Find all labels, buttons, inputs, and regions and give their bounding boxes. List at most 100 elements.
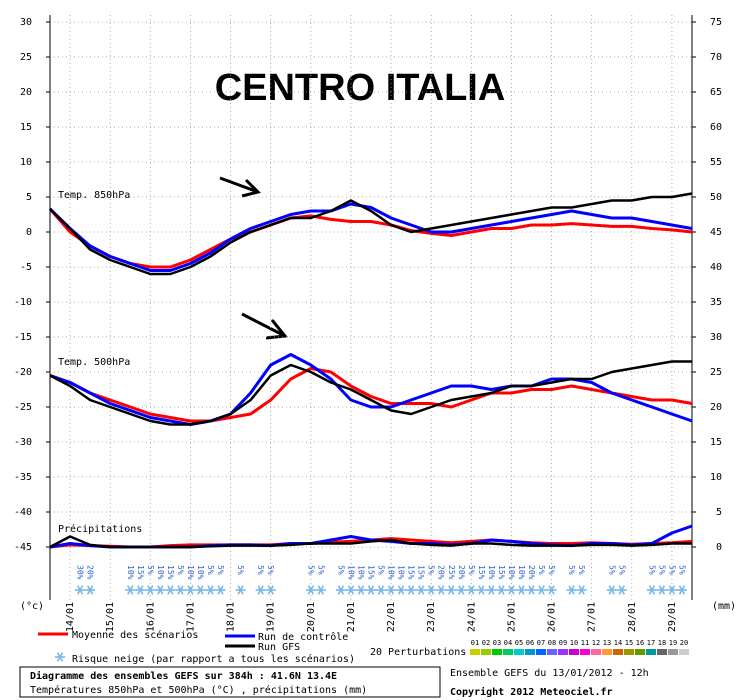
x-tick-label: 17/01 <box>185 602 196 632</box>
x-tick-label: 22/01 <box>386 602 397 632</box>
snowflake <box>125 585 136 595</box>
snowflake-arm <box>207 585 214 595</box>
y2-tick-label: 0 <box>716 542 722 553</box>
snowflake <box>536 585 547 595</box>
perturbation-swatch <box>591 649 601 655</box>
snow-risk-label: 5% <box>206 565 215 575</box>
perturbation-swatch <box>547 649 557 655</box>
snowflake <box>466 585 477 595</box>
y-unit-label: (°c) <box>20 601 44 612</box>
snow-risk-label: 10% <box>126 565 135 580</box>
perturbation-swatch <box>525 649 535 655</box>
y2-tick-label: 15 <box>710 437 722 448</box>
y2-tick-label: 60 <box>710 122 722 133</box>
snowflake <box>516 585 527 595</box>
snowflake-arm <box>518 585 525 595</box>
snow-risk-label: 5% <box>647 565 656 575</box>
snow-risk-label: 5% <box>427 565 436 575</box>
footer-run: Ensemble GEFS du 13/01/2012 - 12h <box>450 668 649 679</box>
snowflake-arm <box>648 585 656 595</box>
snowflake-arm <box>237 585 244 595</box>
snowflake <box>656 585 667 595</box>
group-label: Temp. 500hPa <box>58 357 130 368</box>
series-line <box>49 192 693 276</box>
snow-risk-label: 5% <box>176 565 185 575</box>
snowflake-arm <box>76 585 84 595</box>
snowflake <box>185 585 196 595</box>
snow-risk-label: 5% <box>537 565 546 575</box>
perturbation-label: 10 <box>570 639 578 647</box>
legend-label: Run de contrôle <box>258 631 348 643</box>
perturbation-label: 15 <box>625 639 633 647</box>
snowflake <box>456 585 467 595</box>
snowflake-arm <box>86 585 94 595</box>
y-tick-label: -15 <box>14 332 32 343</box>
perturbation-label: 07 <box>537 639 545 647</box>
snow-risk-label: 20% <box>527 565 536 580</box>
snow-risk-label: 5% <box>547 565 556 575</box>
series-line <box>49 360 692 426</box>
perturbation-swatch <box>514 649 524 655</box>
snow-risk-label: 5% <box>256 565 265 575</box>
x-tick-label: 18/01 <box>226 602 237 632</box>
snowflake <box>255 585 266 595</box>
snowflake <box>235 585 246 595</box>
snow-risk-label: 10% <box>397 565 406 580</box>
snowflake <box>155 585 166 595</box>
snowflake-arm <box>438 585 445 595</box>
snowflake-arm <box>367 585 375 595</box>
snowflake <box>436 585 447 595</box>
snow-risk-label: 10% <box>346 565 355 580</box>
perturbation-swatch <box>536 649 546 655</box>
snowflake-arm <box>217 585 224 595</box>
y-tick-label: -5 <box>20 262 32 273</box>
y-tick-label: 0 <box>26 227 32 238</box>
perturbation-swatch <box>668 649 678 655</box>
y2-tick-label: 50 <box>710 192 722 203</box>
snowflake <box>145 585 156 595</box>
snowflake-arm <box>458 585 465 595</box>
snow-risk-label: 5% <box>657 565 666 575</box>
snowflake-arm <box>377 585 385 595</box>
snowflake <box>606 585 617 595</box>
snow-risk-label: 10% <box>517 565 526 580</box>
snowflake <box>666 585 677 595</box>
series-line <box>48 202 693 272</box>
y-tick-label: -20 <box>14 367 32 378</box>
snow-risk-label: 10% <box>196 565 205 580</box>
snowflake-arm <box>578 585 585 595</box>
y2-tick-label: 65 <box>710 87 722 98</box>
chart-title: CENTRO ITALIA <box>215 67 506 109</box>
perturbation-label: 14 <box>614 639 622 647</box>
x-tick-label: 21/01 <box>346 602 357 632</box>
snow-risk-label: 25% <box>447 565 456 580</box>
series-line <box>49 353 693 426</box>
y2-tick-label: 70 <box>710 52 722 63</box>
perturbation-label: 13 <box>603 639 611 647</box>
y2-tick-label: 40 <box>710 262 722 273</box>
perturbation-label: 20 <box>680 639 688 647</box>
legend-label: Risque neige (par rapport a tous les scé… <box>72 653 355 665</box>
snowflake-arm <box>448 585 455 595</box>
snowflake-arm <box>257 585 264 595</box>
snowflake <box>486 585 497 595</box>
snow-risk-label: 5% <box>316 565 325 575</box>
x-tick-label: 25/01 <box>506 602 517 632</box>
snowflake-arm <box>548 585 555 595</box>
perturbation-swatch <box>492 649 502 655</box>
snow-risk-label: 5% <box>146 565 155 575</box>
snow-risk-label: 5% <box>577 565 586 575</box>
snowflake <box>215 585 226 595</box>
x-tick-label: 24/01 <box>466 602 477 632</box>
perturbation-label: 09 <box>559 639 567 647</box>
group-label: Précipitations <box>58 523 142 535</box>
snowflake <box>315 585 326 595</box>
snowflake <box>446 585 457 595</box>
footer-subtitle: Températures 850hPa et 500hPa (°C) , pré… <box>30 684 367 696</box>
snowflake-arm <box>147 585 154 595</box>
perturbation-swatch <box>569 649 579 655</box>
perturbation-label: 19 <box>669 639 677 647</box>
y2-tick-label: 75 <box>710 17 722 28</box>
y-tick-label: 5 <box>26 192 32 203</box>
